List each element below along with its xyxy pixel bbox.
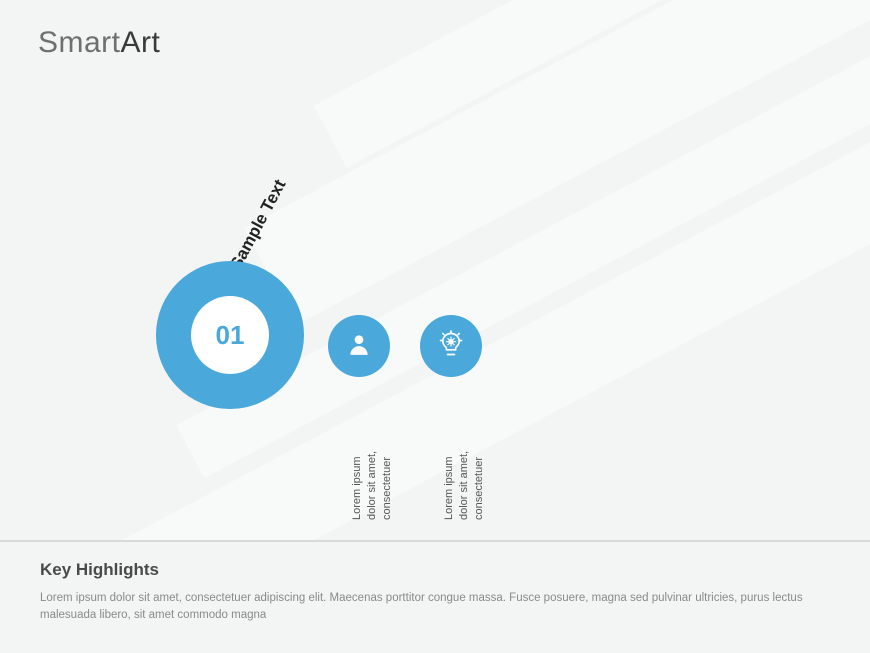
bulb-gear-icon bbox=[437, 330, 465, 363]
caption-line: Lorem ipsum bbox=[442, 451, 457, 520]
child-caption-1: Lorem ipsumdolor sit amet,consectetuer bbox=[350, 451, 395, 520]
main-ring-inner: 01 bbox=[191, 296, 269, 374]
main-ring-number: 01 bbox=[216, 320, 245, 351]
caption-line: consectetuer bbox=[380, 451, 395, 520]
footer-body: Lorem ipsum dolor sit amet, consectetuer… bbox=[40, 590, 830, 625]
person-icon bbox=[346, 331, 372, 362]
child-node-2 bbox=[420, 315, 482, 377]
sample-text-label: Sample Text bbox=[226, 176, 290, 273]
main-ring-node: 01 bbox=[156, 261, 304, 409]
caption-line: consectetuer bbox=[472, 451, 487, 520]
caption-line: Lorem ipsum bbox=[350, 451, 365, 520]
child-caption-2: Lorem ipsumdolor sit amet,consectetuer bbox=[442, 451, 487, 520]
caption-line: dolor sit amet, bbox=[457, 451, 472, 520]
child-node-1 bbox=[328, 315, 390, 377]
footer-heading: Key Highlights bbox=[40, 560, 830, 580]
caption-line: dolor sit amet, bbox=[365, 451, 380, 520]
footer-panel: Key Highlights Lorem ipsum dolor sit ame… bbox=[0, 540, 870, 653]
